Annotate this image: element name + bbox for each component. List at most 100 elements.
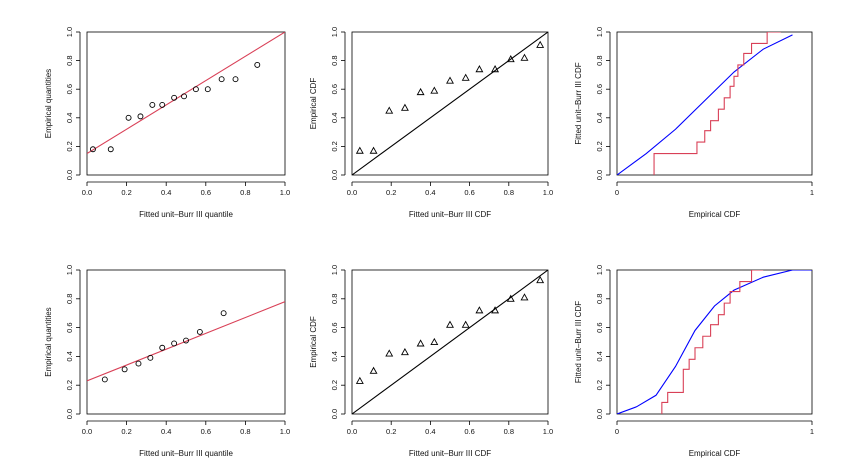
plot-frame [351, 269, 549, 415]
panel-5: 0.0 0.2 0.4 0.6 0.8 1.0 0.0 0.2 0.4 0.6 0.8 1.0 Fitt… [309, 265, 553, 458]
data-point [461, 320, 470, 328]
empirical-cdf-step [661, 270, 764, 414]
x-tick-label: 0.0 [347, 188, 357, 197]
y-tick-label: 0.4 [595, 113, 604, 123]
y-tick-label: 0.8 [595, 294, 604, 304]
plot-frame [86, 269, 286, 415]
y-tick-label: 0.8 [595, 55, 604, 65]
y-tick-label: 1.0 [65, 27, 74, 37]
data-point [147, 354, 154, 361]
y-tick-label: 0.8 [330, 55, 339, 65]
data-point [400, 347, 409, 356]
data-point [192, 86, 199, 93]
panel-6: 0 1 0.0 0.2 0.4 0.6 0.8 1.0 Empirical CDF Fitted … [574, 265, 814, 458]
x-tick-label: 1.0 [543, 427, 553, 436]
data-point [536, 40, 545, 48]
x-tick-label: 0.2 [121, 188, 131, 197]
x-tick-label: 1.0 [280, 427, 290, 436]
data-point [430, 337, 439, 346]
panel-1: 0.0 0.2 0.4 0.6 0.8 1.0 0.0 0.2 0.4 0.6 0.8 1.0 Fitt… [44, 27, 290, 219]
plot-area [87, 32, 285, 155]
data-point [506, 294, 515, 302]
empirical-cdf-step [653, 32, 781, 175]
y-axis-title: Empirical quantities [44, 307, 53, 376]
data-point [181, 93, 187, 100]
y-tick-label: 0.0 [595, 170, 604, 180]
y-tick-label: 0.2 [65, 141, 74, 151]
x-axis-title: Empirical CDF [689, 210, 741, 219]
y-tick-label: 0.2 [330, 380, 339, 390]
plot-frame [616, 31, 813, 176]
y-tick-label: 0.6 [595, 322, 604, 332]
data-point [149, 101, 156, 108]
y-tick-label: 0.4 [595, 351, 604, 361]
data-point [171, 94, 178, 101]
data-point [520, 53, 529, 61]
x-tick-label: 0.8 [504, 427, 514, 436]
data-point [196, 328, 203, 335]
data-point [355, 146, 364, 154]
x-tick-label: 0.8 [240, 427, 250, 436]
x-tick-label: 0.0 [347, 427, 357, 436]
y-tick-label: 0.0 [595, 409, 604, 419]
y-tick-label: 1.0 [330, 265, 339, 275]
data-point [355, 376, 364, 384]
x-tick-label: 0.4 [161, 427, 171, 436]
plot-frame [351, 31, 549, 176]
x-tick-label: 1 [810, 188, 814, 197]
data-point [475, 65, 484, 73]
data-point [89, 146, 96, 153]
plot-area [352, 32, 548, 175]
y-tick-label: 1.0 [65, 265, 74, 275]
data-point [416, 87, 425, 96]
reference-line [352, 270, 548, 414]
y-tick-label: 0.2 [65, 380, 74, 390]
y-axis-title: Empirical CDF [309, 316, 318, 368]
data-point [183, 337, 189, 344]
y-tick-label: 0.4 [330, 113, 339, 123]
reference-line [87, 301, 285, 382]
x-tick-label: 0.8 [504, 188, 514, 197]
data-point [171, 340, 178, 347]
x-tick-label: 1 [810, 427, 814, 436]
panel-3: 0 1 0.0 0.2 0.4 0.6 0.8 1.0 Empirical CDF Fitted … [574, 27, 814, 219]
y-tick-label: 0.4 [65, 351, 74, 361]
data-point [369, 366, 378, 374]
y-tick-label: 0.6 [330, 322, 339, 332]
data-point [416, 339, 425, 347]
plot-frame [616, 269, 813, 415]
y-tick-label: 0.8 [65, 294, 74, 304]
plot-area [87, 301, 285, 382]
data-point [135, 360, 142, 367]
data-point [491, 65, 500, 73]
y-tick-label: 0.2 [330, 141, 339, 151]
panel-4: 0.0 0.2 0.4 0.6 0.8 1.0 0.0 0.2 0.4 0.6 0.8 1.0 Fitt… [44, 265, 290, 458]
x-tick-label: 0.0 [82, 188, 92, 197]
data-point [121, 366, 128, 373]
plot-area [617, 270, 812, 414]
data-point [446, 320, 454, 328]
data-point [446, 76, 454, 84]
x-tick-label: 0.2 [386, 188, 396, 197]
x-tick-label: 1.0 [280, 188, 290, 197]
data-point [125, 114, 132, 121]
x-tick-label: 0.2 [121, 427, 131, 436]
x-tick-label: 0.4 [425, 427, 435, 436]
y-tick-label: 0.4 [330, 351, 339, 361]
x-tick-label: 0.6 [201, 188, 211, 197]
data-point [159, 101, 166, 108]
panel-2: 0.0 0.2 0.4 0.6 0.8 1.0 0.0 0.2 0.4 0.6 0.8 1.0 Fitt… [309, 27, 553, 219]
data-point [430, 86, 439, 94]
y-tick-label: 0.0 [330, 409, 339, 419]
data-point [385, 106, 394, 114]
x-tick-label: 0 [615, 427, 619, 436]
data-point [218, 76, 225, 83]
data-point [159, 344, 166, 351]
x-axis-title: Fitted unit–Burr III quantile [139, 210, 233, 219]
data-point [101, 376, 108, 383]
y-tick-label: 0.6 [595, 84, 604, 94]
x-tick-label: 0.6 [464, 188, 474, 197]
data-point [137, 113, 144, 120]
fitted-cdf-line [617, 270, 812, 414]
